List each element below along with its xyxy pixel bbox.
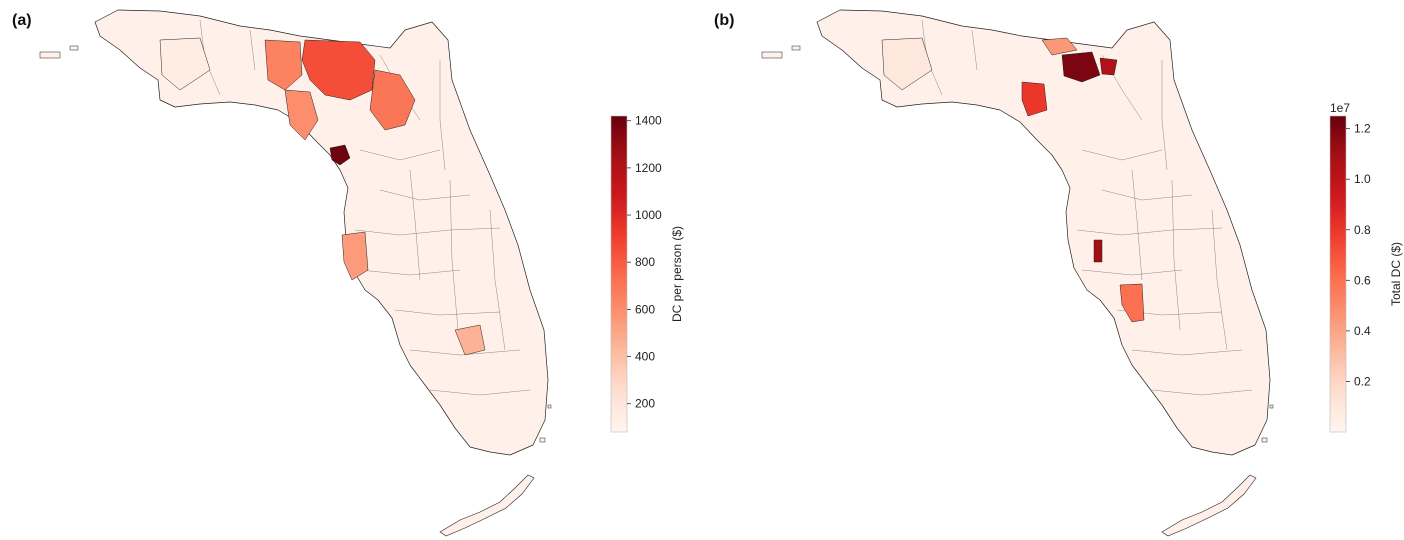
colorbar-tick-label: 0.4 bbox=[1354, 324, 1371, 338]
region-panhandle-peninsula bbox=[159, 37, 211, 91]
district-boundary bbox=[489, 209, 506, 351]
colorbar-tick-label: 0.6 bbox=[1354, 273, 1371, 287]
district-boundary bbox=[409, 169, 421, 281]
island bbox=[69, 45, 79, 51]
district-boundary bbox=[394, 309, 501, 316]
district-boundary bbox=[359, 269, 461, 276]
colorbar-tick-label: 1.0 bbox=[1354, 172, 1371, 186]
district-boundary bbox=[1211, 209, 1228, 351]
region-north-central-west bbox=[264, 39, 303, 91]
colorbar-multiplier: 1e7 bbox=[1330, 101, 1350, 115]
region-north-central-main bbox=[1061, 51, 1101, 83]
district-boundary bbox=[429, 389, 531, 396]
colorbar-tick-label: 1000 bbox=[635, 208, 662, 222]
district-boundary bbox=[1131, 349, 1243, 356]
island bbox=[761, 51, 783, 59]
colorbar-tick-label: 1200 bbox=[635, 161, 662, 175]
district-boundary bbox=[1151, 389, 1253, 396]
map-b: 0.2 0.4 0.6 0.8 1.0 1.2 1e7 Total DC ($) bbox=[761, 9, 1403, 537]
island bbox=[791, 45, 801, 51]
region-north-central-east bbox=[1099, 57, 1118, 76]
island bbox=[547, 404, 552, 409]
region-suwannee-valley bbox=[284, 89, 319, 141]
region-southwest-interior bbox=[1119, 283, 1145, 323]
colorbar-tick-label: 600 bbox=[635, 302, 655, 316]
region-panhandle-peninsula bbox=[881, 37, 933, 91]
colorbar-tick-label: 1.2 bbox=[1354, 122, 1371, 136]
district-boundary bbox=[1161, 60, 1168, 171]
panel-b: (b) 0.2 0.4 0.6 0.8 1.0 1.2 1e7 Total DC ($) bbox=[702, 0, 1404, 540]
panel-a: (a) 200 400 600 800 1000 1200 1400 DC per perso… bbox=[12, 9, 684, 537]
map-a: 200 400 600 800 1000 1200 1400 DC per person ($… bbox=[39, 9, 684, 537]
region-big-bend-coast bbox=[329, 144, 351, 166]
district-boundary bbox=[249, 29, 256, 71]
region-north-central-ring bbox=[1041, 37, 1078, 56]
colorbar-tick-label: 400 bbox=[635, 350, 655, 364]
region-southwest-interior bbox=[454, 324, 486, 356]
state-outline bbox=[816, 9, 1271, 456]
state-outline bbox=[94, 9, 549, 456]
region-tampa-bay bbox=[1093, 239, 1103, 263]
colorbar-tick-label: 800 bbox=[635, 255, 655, 269]
colorbar-tick-label: 1400 bbox=[635, 114, 662, 128]
keys-outline bbox=[439, 474, 535, 537]
colorbar-tick-label: 0.8 bbox=[1354, 223, 1371, 237]
panel-label: (a) bbox=[12, 12, 32, 29]
keys-outline bbox=[1161, 474, 1257, 537]
district-boundary bbox=[1081, 149, 1163, 161]
district-boundary bbox=[1081, 269, 1183, 276]
colorbar-tick-label: 200 bbox=[635, 397, 655, 411]
district-boundary bbox=[449, 179, 459, 331]
panel-label: (b) bbox=[714, 12, 735, 29]
colorbar bbox=[1329, 115, 1347, 433]
island bbox=[1269, 404, 1274, 409]
district-boundary bbox=[359, 149, 441, 161]
colorbar bbox=[610, 115, 628, 433]
district-boundary bbox=[971, 29, 978, 71]
region-big-bend-coast bbox=[1021, 81, 1048, 117]
colorbar-label: Total DC ($) bbox=[1389, 242, 1403, 306]
colorbar-tick-label: 0.2 bbox=[1354, 374, 1371, 388]
district-boundary bbox=[354, 227, 501, 236]
district-boundary bbox=[379, 189, 471, 201]
district-boundary bbox=[1101, 189, 1193, 201]
district-boundary bbox=[1131, 169, 1143, 281]
island bbox=[39, 51, 61, 59]
region-gulf-coast-tampa-bay- bbox=[341, 231, 369, 281]
district-boundary bbox=[1171, 179, 1181, 331]
colorbar-label: DC per person ($) bbox=[670, 226, 684, 322]
district-boundary bbox=[409, 349, 521, 356]
region-north-central-interior bbox=[301, 39, 376, 101]
district-boundary bbox=[439, 60, 446, 171]
district-boundary bbox=[1076, 227, 1223, 236]
island bbox=[1261, 437, 1268, 443]
island bbox=[539, 437, 546, 443]
region-north-central-east bbox=[369, 69, 416, 131]
